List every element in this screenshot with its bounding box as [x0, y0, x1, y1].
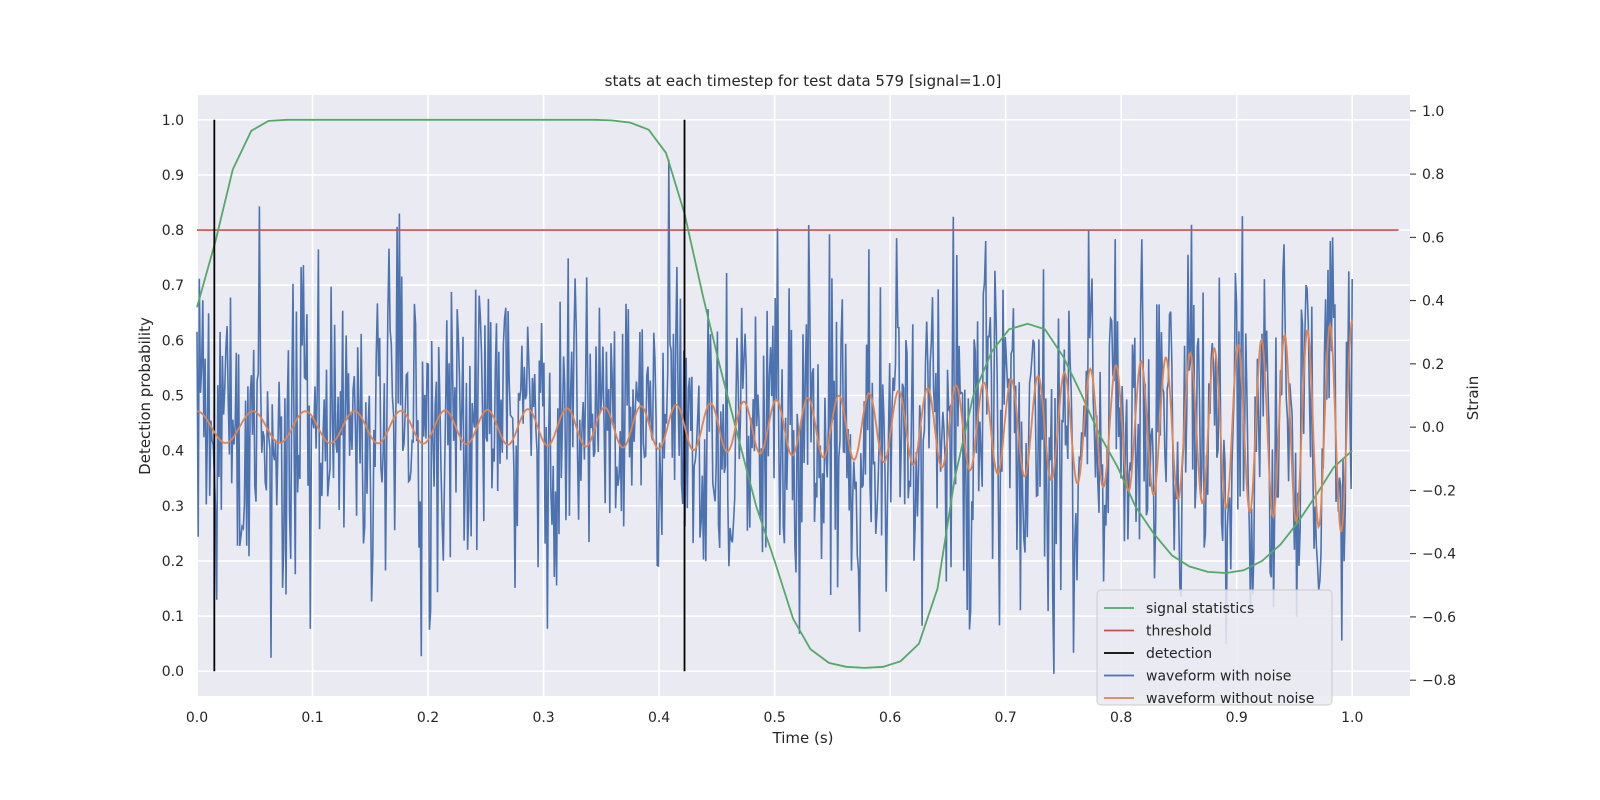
y-tick-label-right: 0.2	[1422, 357, 1444, 373]
x-tick-label: 0.5	[763, 710, 785, 726]
y-tick-label-left: 0.4	[162, 444, 184, 460]
legend-label: detection	[1146, 646, 1212, 662]
y-tick-label-right: −0.4	[1422, 547, 1456, 563]
series-waveform-with-noise	[196, 159, 1353, 674]
x-tick-label: 0.9	[1226, 710, 1248, 726]
x-tick-label: 0.3	[532, 710, 554, 726]
y-tick-label-right: −0.6	[1422, 610, 1456, 626]
legend-label: waveform without noise	[1146, 691, 1314, 707]
y-axis-right-label: Strain	[1464, 376, 1482, 420]
y-tick-label-right: −0.2	[1422, 483, 1456, 499]
x-axis-ticks: 0.0 0.1 0.2 0.3 0.4 0.5 0.6 0.7 0.8 0.9 1.0	[186, 710, 1364, 726]
y-axis-left-ticks: 0.0 0.1 0.2 0.3 0.4 0.5 0.6 0.7 0.8 0.9 1.0	[162, 113, 184, 680]
y-tick-label-left: 0.7	[162, 278, 184, 294]
legend-label: signal statistics	[1146, 601, 1254, 617]
series-layer	[196, 118, 1399, 674]
chart-title: stats at each timestep for test data 579…	[605, 72, 1002, 90]
legend-label: threshold	[1146, 624, 1212, 640]
y-tick-label-left: 1.0	[162, 113, 184, 129]
x-tick-label: 0.1	[301, 710, 323, 726]
y-tick-label-left: 0.2	[162, 554, 184, 570]
x-tick-label: 1.0	[1341, 710, 1363, 726]
x-axis-label: Time (s)	[772, 729, 834, 747]
y-tick-label-right: 0.0	[1422, 420, 1444, 436]
x-tick-label: 0.7	[995, 710, 1017, 726]
y-tick-label-left: 0.9	[162, 168, 184, 184]
y-tick-label-right: −0.8	[1422, 673, 1456, 689]
y-tick-label-left: 0.0	[162, 664, 184, 680]
x-tick-label: 0.6	[879, 710, 901, 726]
legend-box	[1096, 589, 1333, 706]
y-tick-label-left: 0.6	[162, 333, 184, 349]
x-tick-label: 0.4	[648, 710, 670, 726]
y-axis-right-ticks: −0.8 −0.6 −0.4 −0.2 0.0 0.2 0.4 0.6 0.8 1.0	[1410, 104, 1456, 689]
x-tick-label: 0.2	[417, 710, 439, 726]
y-tick-label-left: 0.1	[162, 609, 184, 625]
y-tick-label-right: 0.4	[1422, 294, 1444, 310]
y-tick-label-right: 1.0	[1422, 104, 1444, 120]
y-axis-left-label: Detection probability	[136, 317, 154, 475]
y-tick-label-left: 0.5	[162, 389, 184, 405]
y-tick-label-right: 0.6	[1422, 230, 1444, 246]
y-tick-label-right: 0.8	[1422, 167, 1444, 183]
x-tick-label: 0.0	[186, 710, 208, 726]
y-tick-label-left: 0.3	[162, 499, 184, 515]
legend-label: waveform with noise	[1146, 669, 1291, 685]
series-signal-statistics	[196, 118, 1353, 669]
legend: signal statistics threshold detection wavef…	[1096, 589, 1333, 707]
y-tick-label-left: 0.8	[162, 223, 184, 239]
series-waveform-without-noise	[196, 319, 1354, 532]
x-tick-label: 0.8	[1110, 710, 1132, 726]
